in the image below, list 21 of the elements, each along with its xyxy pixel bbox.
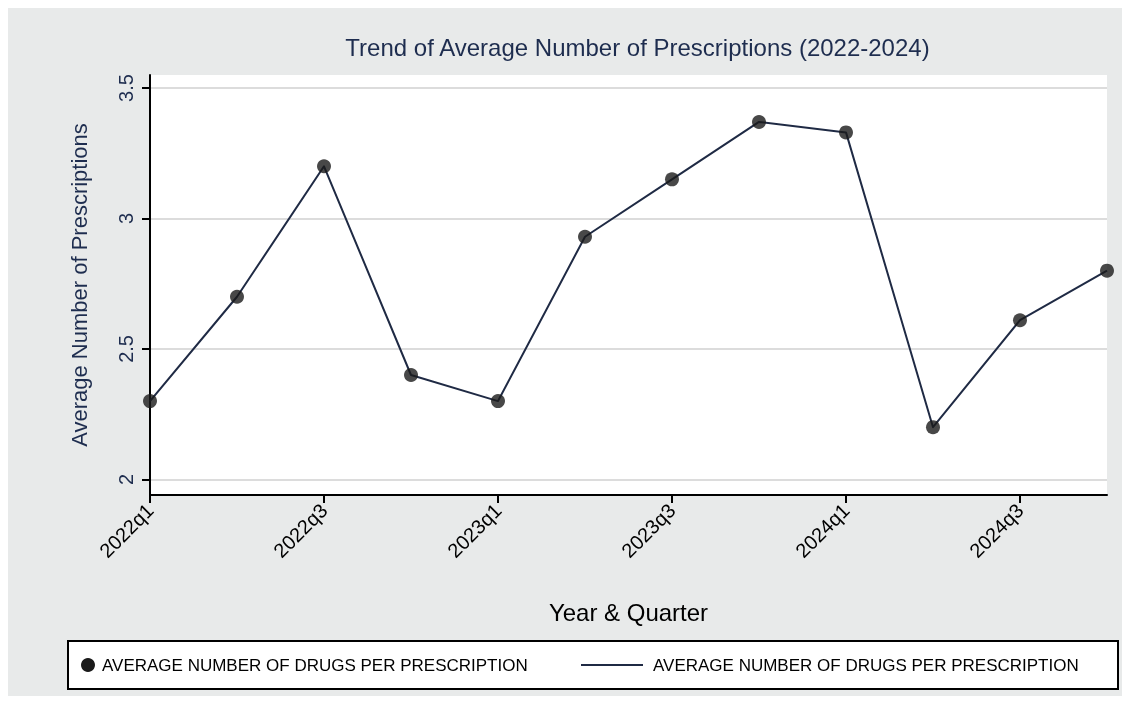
- point: [1100, 263, 1114, 278]
- point: [230, 289, 244, 304]
- x-axis-title: Year & Quarter: [548, 598, 709, 626]
- point: [839, 125, 853, 140]
- point: [317, 159, 331, 174]
- legend-label: AVERAGE NUMBER OF DRUGS PER PRESCRIPTION: [102, 655, 528, 675]
- point: [752, 114, 766, 129]
- point: [1013, 313, 1027, 328]
- y-tick-label: 3.5: [115, 74, 137, 102]
- point: [491, 394, 505, 409]
- y-axis-title: Average Number of Prescriptions: [66, 123, 92, 447]
- y-tick-label: 2.5: [115, 335, 137, 363]
- legend-label: AVERAGE NUMBER OF DRUGS PER PRESCRIPTION: [653, 655, 1079, 675]
- point: [143, 394, 157, 409]
- point: [926, 420, 940, 435]
- point: [665, 172, 679, 187]
- point: [578, 229, 592, 244]
- y-tick-label: 3: [115, 212, 137, 225]
- y-tick-label: 2: [115, 473, 137, 485]
- chart-title: Trend of Average Number of Prescriptions (2022-2024): [345, 33, 930, 61]
- point: [404, 368, 418, 382]
